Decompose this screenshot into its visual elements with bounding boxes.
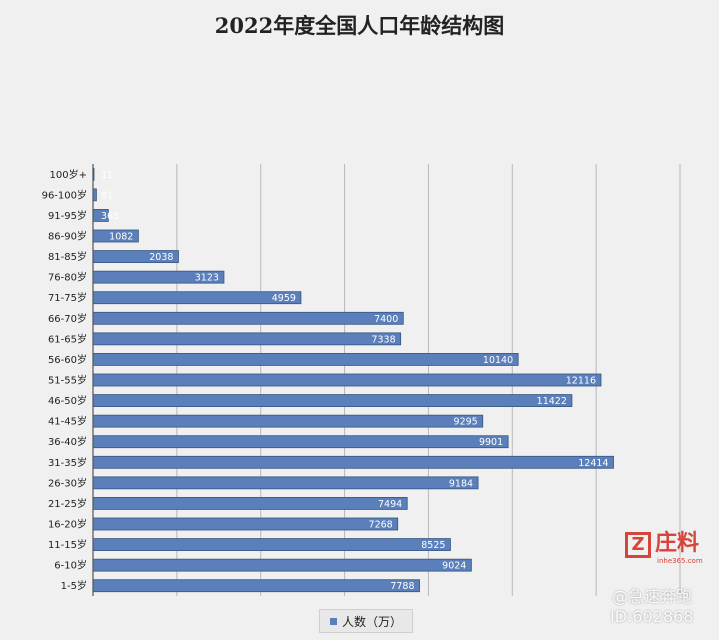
category-label: 26-30岁	[48, 476, 87, 489]
category-label: 21-25岁	[48, 497, 87, 510]
category-label: 71-75岁	[48, 291, 87, 304]
data-label: 11422	[537, 396, 567, 407]
category-label: 36-40岁	[48, 435, 87, 448]
category-label: 66-70岁	[48, 312, 87, 325]
category-label: 41-45岁	[48, 415, 87, 428]
category-labels: 100岁+ 11 96-100岁 81 91-95岁 365 86-90岁 1082 81-85…	[42, 168, 609, 592]
data-label: 9295	[454, 417, 478, 428]
chart-title: 2022年度全国人口年龄结构图	[214, 13, 505, 38]
category-label: 81-85岁	[48, 250, 87, 263]
data-label: 11	[101, 170, 113, 181]
legend: 人数（万）	[319, 609, 414, 633]
logo-mark-icon: Z	[625, 532, 651, 558]
data-label: 7338	[371, 334, 395, 345]
category-label: 46-50岁	[48, 394, 87, 407]
bar-17	[92, 517, 399, 531]
category-label: 1-5岁	[61, 579, 87, 592]
bar-10	[92, 373, 602, 387]
data-label: 1082	[109, 232, 133, 243]
category-label: 96-100岁	[42, 188, 87, 201]
site-logo: Z 庄料 inhe365.com	[625, 531, 703, 565]
category-label: 51-55岁	[48, 374, 87, 387]
data-label: 8525	[421, 540, 445, 551]
bar-8	[92, 332, 402, 346]
bar-20	[92, 579, 420, 593]
bar-16	[92, 497, 408, 510]
data-label: 12116	[566, 376, 596, 387]
data-label: 81	[101, 190, 113, 201]
data-label: 7400	[374, 314, 398, 325]
data-label: 9024	[442, 561, 466, 572]
bar-6	[92, 291, 302, 305]
data-label: 4959	[272, 293, 296, 304]
bar-7	[92, 311, 404, 325]
watermark-id: ID:602868	[610, 607, 694, 626]
category-label: 61-65岁	[48, 332, 87, 345]
data-label: 7268	[369, 520, 393, 531]
data-label: 9184	[449, 478, 473, 489]
category-label: 86-90岁	[48, 230, 87, 243]
data-label: 10140	[483, 355, 513, 366]
data-label: 7494	[378, 499, 402, 510]
data-label: 3123	[195, 273, 219, 284]
logo-subtext: inhe365.com	[657, 557, 703, 565]
bar-9	[92, 353, 519, 366]
category-label: 91-95岁	[48, 209, 87, 222]
category-label: 76-80岁	[48, 271, 87, 284]
category-label: 100岁+	[50, 168, 87, 181]
watermark-author: @急速奔跑	[612, 587, 693, 606]
bar-14	[92, 455, 614, 469]
bar-12	[92, 414, 484, 428]
bar-18	[92, 538, 451, 551]
data-label: 2038	[149, 252, 173, 263]
logo-text: 庄料	[655, 531, 700, 556]
category-label: 16-20岁	[48, 518, 87, 531]
bar-19	[92, 558, 472, 572]
category-label: 6-10岁	[54, 559, 87, 572]
data-label: 7788	[390, 581, 414, 592]
bar-15	[92, 476, 479, 490]
data-label: 9901	[479, 437, 503, 448]
bars	[92, 167, 614, 593]
category-label: 11-15岁	[48, 538, 87, 551]
data-label: 12414	[578, 458, 608, 469]
category-label: 56-60岁	[48, 353, 87, 366]
legend-swatch	[330, 617, 337, 625]
legend-label: 人数（万）	[342, 614, 403, 629]
bar-13	[92, 435, 509, 449]
category-label: 31-35岁	[48, 456, 87, 469]
data-label: 365	[101, 211, 119, 222]
bar-11	[92, 394, 573, 407]
